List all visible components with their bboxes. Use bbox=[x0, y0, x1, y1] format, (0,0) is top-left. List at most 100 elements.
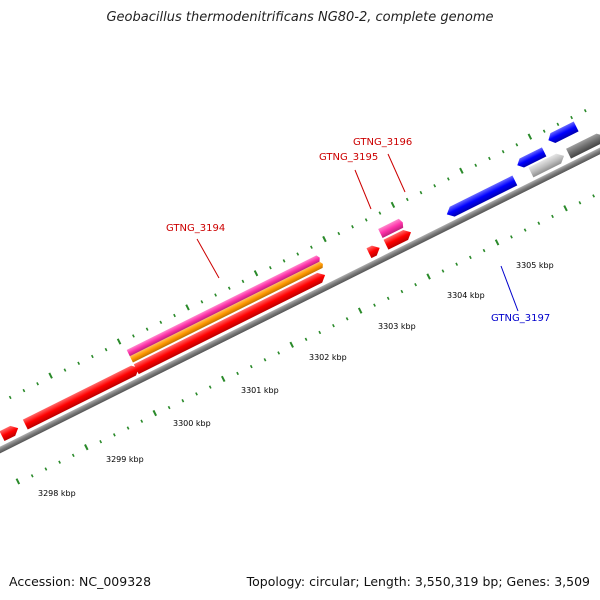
feature-band-orange[interactable] bbox=[129, 261, 325, 363]
minor-tick bbox=[318, 330, 322, 335]
minor-tick bbox=[592, 194, 595, 198]
minor-tick bbox=[167, 405, 171, 410]
minor-tick bbox=[578, 201, 582, 205]
leader-line-gtng-3195 bbox=[354, 169, 372, 210]
gene-arrow-gtng-3197[interactable] bbox=[444, 175, 518, 220]
minor-tick bbox=[455, 262, 459, 266]
major-tick bbox=[84, 444, 89, 451]
gene-arrow[interactable] bbox=[546, 121, 579, 146]
scale-label: 3301 kbp bbox=[241, 386, 279, 395]
minor-tick bbox=[282, 259, 286, 263]
minor-tick bbox=[482, 248, 486, 253]
minor-tick bbox=[304, 337, 308, 342]
minor-tick bbox=[515, 143, 519, 147]
scale-label: 3303 kbp bbox=[378, 322, 416, 331]
major-tick bbox=[322, 235, 327, 243]
feature-band-pink-3196[interactable] bbox=[378, 218, 405, 239]
minor-tick bbox=[364, 218, 368, 222]
minor-tick bbox=[214, 293, 217, 297]
accession-text: Accession: NC_009328 bbox=[9, 574, 152, 589]
genome-track bbox=[0, 108, 600, 485]
leader-line-gtng-3197 bbox=[500, 265, 519, 312]
minor-tick bbox=[249, 364, 253, 369]
minor-tick bbox=[501, 149, 505, 154]
minor-tick bbox=[433, 184, 437, 188]
gene-arrow-gtng-3195[interactable] bbox=[366, 243, 382, 259]
leader-line-gtng-3196 bbox=[387, 153, 406, 193]
minor-tick bbox=[414, 282, 417, 287]
minor-tick bbox=[99, 440, 103, 444]
minor-tick bbox=[181, 399, 185, 403]
major-tick bbox=[426, 273, 431, 280]
major-tick bbox=[253, 270, 259, 277]
gene-label-gtng-3196[interactable]: GTNG_3196 bbox=[353, 137, 412, 148]
scale-label: 3302 kbp bbox=[309, 353, 347, 362]
minor-tick bbox=[195, 392, 198, 396]
gene-label-gtng-3197[interactable]: GTNG_3197 bbox=[491, 313, 550, 324]
minor-tick bbox=[378, 211, 382, 215]
major-tick bbox=[494, 239, 500, 246]
minor-tick bbox=[419, 190, 423, 195]
major-tick bbox=[357, 307, 363, 314]
leader-line-gtng-3194 bbox=[196, 238, 220, 279]
minor-tick bbox=[236, 371, 239, 376]
minor-tick bbox=[173, 313, 176, 318]
minor-tick bbox=[36, 382, 39, 386]
genome-title: Geobacillus thermodenitrificans NG80-2, … bbox=[106, 10, 494, 25]
gene-arrow-gtng-3196[interactable] bbox=[383, 227, 414, 250]
genome-summary-text: Topology: circular; Length: 3,550,319 bp… bbox=[246, 574, 590, 589]
minor-tick bbox=[386, 296, 390, 301]
minor-tick bbox=[30, 474, 34, 478]
major-tick bbox=[563, 205, 568, 212]
major-tick bbox=[527, 133, 533, 140]
minor-tick bbox=[104, 347, 108, 352]
minor-tick bbox=[510, 235, 513, 239]
major-tick bbox=[459, 167, 464, 174]
minor-tick bbox=[112, 433, 116, 437]
major-tick bbox=[221, 375, 226, 383]
feature-grey[interactable] bbox=[528, 151, 566, 178]
minor-tick bbox=[405, 197, 409, 202]
minor-tick bbox=[8, 395, 12, 400]
gene-arrow-gtng-3194[interactable] bbox=[133, 270, 328, 375]
minor-tick bbox=[126, 426, 130, 430]
minor-tick bbox=[551, 214, 554, 219]
minor-tick bbox=[208, 385, 212, 389]
inner-tick-ring bbox=[15, 194, 595, 485]
minor-tick bbox=[523, 228, 527, 232]
minor-tick bbox=[71, 453, 75, 458]
minor-tick bbox=[140, 419, 144, 423]
minor-tick bbox=[77, 361, 81, 365]
sequence-backbone bbox=[0, 134, 600, 462]
minor-tick bbox=[556, 122, 560, 127]
major-tick bbox=[390, 201, 396, 209]
minor-tick bbox=[277, 351, 281, 355]
minor-tick bbox=[400, 289, 404, 294]
minor-tick bbox=[310, 245, 313, 249]
scale-label: 3298 kbp bbox=[38, 489, 76, 498]
minor-tick bbox=[145, 327, 149, 331]
minor-tick bbox=[227, 286, 231, 290]
gene-label-gtng-3195[interactable]: GTNG_3195 bbox=[319, 152, 378, 163]
gene-arrow[interactable] bbox=[515, 147, 547, 169]
feature-band-pink[interactable] bbox=[126, 254, 322, 357]
minor-tick bbox=[468, 255, 472, 260]
scale-label: 3305 kbp bbox=[516, 261, 554, 270]
minor-tick bbox=[446, 177, 450, 181]
scale-label: 3299 kbp bbox=[106, 455, 144, 464]
minor-tick bbox=[583, 108, 587, 113]
major-tick bbox=[48, 372, 53, 379]
minor-tick bbox=[351, 225, 354, 229]
gene-label-gtng-3194[interactable]: GTNG_3194 bbox=[166, 223, 225, 234]
feature-dark[interactable] bbox=[566, 131, 600, 159]
gene-arrow[interactable] bbox=[22, 363, 142, 430]
major-tick bbox=[116, 338, 122, 345]
minor-tick bbox=[268, 266, 272, 270]
minor-tick bbox=[337, 231, 341, 236]
minor-tick bbox=[474, 163, 478, 168]
minor-tick bbox=[63, 368, 67, 372]
outer-tick-ring bbox=[8, 108, 587, 400]
minor-tick bbox=[90, 354, 94, 359]
gene-arrow[interactable] bbox=[0, 423, 21, 442]
